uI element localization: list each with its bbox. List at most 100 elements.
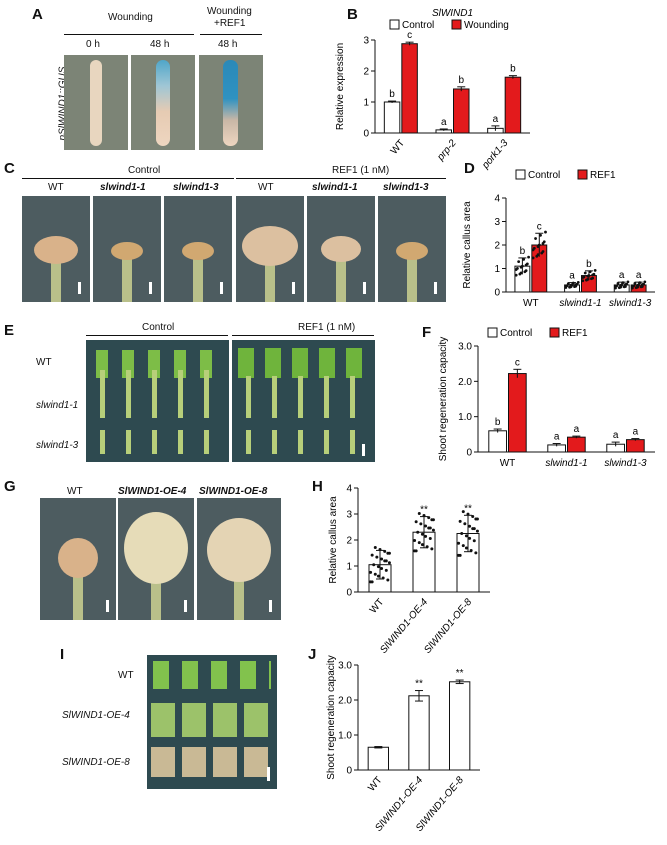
chart-h-point <box>378 547 382 551</box>
chart-d-point <box>638 281 642 285</box>
chart-f-ylabel: Shoot regeneration capacity <box>438 337 449 462</box>
chart-d-legend-swatch <box>577 169 588 180</box>
panel-c-rule-ref1 <box>236 178 446 179</box>
chart-j-ylabel: Shoot regeneration capacity <box>326 655 337 780</box>
chart-d-point <box>569 283 573 287</box>
chart-h-point <box>380 567 384 571</box>
chart-h-point <box>417 511 421 515</box>
chart-d-point <box>633 281 637 285</box>
chart-h-point <box>430 547 434 551</box>
chart-b-legend-label: Control <box>402 20 434 31</box>
chart-d-sig-letter: a <box>636 270 642 281</box>
chart-d-point <box>617 286 621 290</box>
chart-h-point <box>416 530 420 534</box>
chart-d-sig-letter: a <box>569 271 575 282</box>
panel-c-control: Control <box>128 165 161 176</box>
chart-d-point <box>581 276 585 279</box>
chart-d-point <box>574 283 578 287</box>
panel-a-photo-0h <box>64 55 128 150</box>
chart-d-point <box>588 270 592 274</box>
panel-i-row-2: SlWIND1-OE-4 <box>62 710 130 721</box>
chart-d-point <box>564 284 568 288</box>
chart-b-bar <box>401 43 418 134</box>
chart-d-ylabel: Relative callus area <box>462 201 473 289</box>
panel-i-label: I <box>60 646 65 663</box>
chart-f-bar <box>488 430 507 453</box>
panel-g-geno-3: SlWIND1-OE-8 <box>199 486 268 497</box>
panel-c-rule-control <box>22 178 234 179</box>
panel-a-time-48h-a: 48 h <box>150 39 170 50</box>
chart-h-point <box>472 539 476 543</box>
chart-f-bar <box>626 439 645 453</box>
panel-a-wounding-header: Wounding <box>108 12 153 23</box>
chart-h-point <box>458 519 462 523</box>
chart-b-xtick-label: WT <box>389 138 407 157</box>
chart-h-point <box>475 529 479 533</box>
chart-d-point <box>519 265 523 269</box>
chart-b-sig-letter: b <box>458 75 464 86</box>
chart-d-point <box>591 273 595 277</box>
chart-f-xtick-label: WT <box>500 458 516 469</box>
chart-h-point <box>468 524 472 528</box>
chart-h-point <box>474 551 478 555</box>
chart-h-point <box>471 515 475 519</box>
chart-h-point <box>373 546 377 550</box>
chart-d-point <box>619 283 622 287</box>
panel-c-photo-slwind1-1-ref1 <box>307 196 375 302</box>
chart-d-point <box>621 281 625 285</box>
chart-h-point <box>419 522 423 526</box>
chart-h-point <box>384 568 388 572</box>
chart-h-point <box>414 549 418 553</box>
panel-e-row-2: slwind1-1 <box>36 400 79 411</box>
chart-h-point <box>420 532 424 536</box>
chart-d-point <box>639 285 643 289</box>
panel-i-photo <box>147 655 277 789</box>
chart-f-sig-letter: b <box>495 417 501 428</box>
chart-b-ytick-label: 0 <box>363 129 369 140</box>
chart-d-point <box>517 260 521 264</box>
chart-b-sig-letter: c <box>407 30 412 41</box>
panel-a-wref-header-1: Wounding <box>207 6 252 17</box>
chart-d-point <box>534 237 537 240</box>
chart-h-point <box>468 536 472 540</box>
chart-h-point <box>413 539 417 543</box>
chart-d-point <box>518 272 522 276</box>
panel-c-photo-slwind1-1-control <box>93 196 161 302</box>
chart-h-point <box>417 541 421 545</box>
chart-d-ytick-label: 4 <box>494 194 500 205</box>
chart-h-sig-mark: ** <box>464 503 472 514</box>
chart-d-point <box>535 254 539 258</box>
panel-b-label: B <box>347 6 358 23</box>
chart-d-xtick-label: WT <box>523 298 539 309</box>
chart-d-point <box>616 281 620 285</box>
panel-g-geno-1: WT <box>67 486 83 497</box>
chart-h-point <box>373 572 377 576</box>
panel-a-photo-48h <box>131 55 195 150</box>
chart-d-sig-letter: c <box>537 221 542 232</box>
chart-f-sig-letter: a <box>554 432 560 443</box>
chart-d-point <box>640 283 644 286</box>
panel-f-label: F <box>422 324 432 341</box>
chart-h-point <box>369 570 373 574</box>
chart-f-sig-letter: a <box>613 430 619 441</box>
chart-b-ytick-label: 3 <box>363 36 369 47</box>
panel-g-geno-2: SlWIND1-OE-4 <box>118 486 187 497</box>
chart-h-point <box>381 576 385 580</box>
panel-e-rule-control <box>86 335 228 336</box>
panel-a-rule-1 <box>64 34 194 35</box>
panel-h-label: H <box>312 478 323 495</box>
chart-b-ytick-label: 1 <box>363 98 369 109</box>
chart-b-bar <box>383 101 401 134</box>
chart-h-point <box>422 514 426 518</box>
chart-h-point <box>386 578 390 582</box>
chart-d-point <box>614 286 617 290</box>
panel-i-row-3: SlWIND1-OE-8 <box>62 757 130 768</box>
chart-d-point <box>631 284 634 288</box>
chart-d-point <box>626 280 630 284</box>
chart-h-sig-mark: ** <box>420 505 428 516</box>
chart-d-point <box>527 255 530 259</box>
panel-c-photo-wt-control <box>22 196 90 302</box>
chart-f-sig-letter: a <box>633 427 639 438</box>
panel-e-photo-control <box>86 340 229 462</box>
panel-c-geno-3: slwind1-3 <box>173 182 219 193</box>
